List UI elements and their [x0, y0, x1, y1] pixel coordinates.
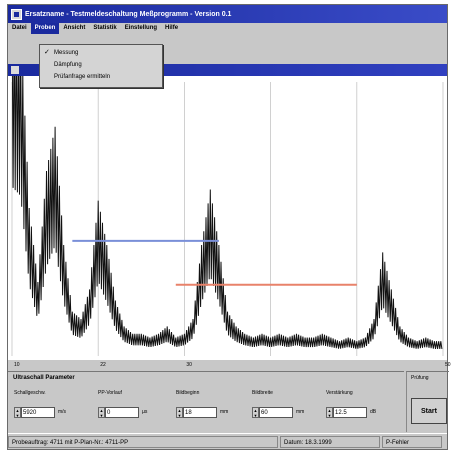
param-verstaerkung: Verstärkung ▲ ▼ 12.5 dB	[326, 390, 396, 428]
dropdown-item-label: Messung	[54, 50, 79, 56]
checkmark-icon: ✓	[44, 49, 50, 56]
dropdown-item-label: Dämpfung	[54, 62, 82, 68]
param-unit: dB	[370, 409, 377, 415]
spinner-control[interactable]: ▲ ▼	[14, 406, 21, 418]
menu-hilfe[interactable]: Hilfe	[165, 25, 179, 31]
param-bildbreite: Bildbreite ▲ ▼ 60 mm	[252, 390, 322, 428]
param-pp-vorlauf: PP-Vorlauf ▲ ▼ 0 µs	[98, 390, 168, 428]
spinner-control[interactable]: ▲ ▼	[252, 406, 259, 418]
bildbeginn-input[interactable]: 18	[183, 406, 217, 418]
param-label: PP-Vorlauf	[98, 390, 122, 396]
dropdown-item-pruefanfrage[interactable]: Prüfanfrage ermitteln	[40, 71, 162, 83]
menu-proben[interactable]: Proben	[30, 23, 60, 34]
spinner-control[interactable]: ▲ ▼	[176, 406, 183, 418]
dropdown-item-messung[interactable]: ✓ Messung	[40, 47, 162, 59]
param-unit: m/s	[58, 409, 67, 415]
status-date: Datum: 18.3.1999	[280, 436, 380, 448]
param-unit: mm	[220, 409, 229, 415]
window-title: Ersatzname - Testmeldeschaltung Meßprogr…	[25, 10, 232, 18]
menu-bar: Datei Proben Ansicht Statistik Einstellu…	[8, 23, 447, 34]
app-window: Ersatzname - Testmeldeschaltung Meßprogr…	[7, 4, 451, 450]
status-bar: Probeauftrag: 4711 mit P-Plan-Nr.: 4711-…	[8, 433, 447, 450]
menu-ansicht[interactable]: Ansicht	[63, 25, 86, 31]
spinner-control[interactable]: ▲ ▼	[326, 406, 333, 418]
signal-chart	[11, 76, 444, 356]
status-pfehler: P-Fehler	[382, 436, 442, 448]
parameter-panel: Ultraschall Parameter Schallgeschw. ▲ ▼ 5…	[8, 371, 404, 432]
param-label: Bildbeginn	[176, 390, 200, 396]
x-axis-labels: 10 22 30 50	[8, 362, 451, 370]
pruefung-label: Prüfung	[411, 375, 429, 381]
menu-einstellung[interactable]: Einstellung	[124, 25, 158, 31]
param-schallgeschw: Schallgeschw. ▲ ▼ 5920 m/s	[14, 390, 84, 428]
param-unit: mm	[296, 409, 305, 415]
start-button[interactable]: Start	[411, 398, 447, 424]
menu-statistik[interactable]: Statistik	[93, 25, 117, 31]
pruefung-panel: Prüfung Start	[406, 371, 449, 432]
x-tick-label: 22	[100, 362, 106, 368]
dropdown-item-label: Prüfanfrage ermitteln	[54, 74, 111, 80]
param-bildbeginn: Bildbeginn ▲ ▼ 18 mm	[176, 390, 246, 428]
param-label: Bildbreite	[252, 390, 273, 396]
title-bar[interactable]: Ersatzname - Testmeldeschaltung Meßprogr…	[8, 5, 447, 23]
proben-dropdown: ✓ Messung Dämpfung Prüfanfrage ermitteln	[39, 44, 163, 88]
param-unit: µs	[142, 409, 148, 415]
app-icon	[11, 8, 22, 20]
verstaerkung-input[interactable]: 12.5	[333, 406, 367, 418]
menu-datei[interactable]: Datei	[12, 25, 27, 31]
param-label: Schallgeschw.	[14, 390, 46, 396]
x-tick-label: 50	[445, 362, 451, 368]
schallgeschw-input[interactable]: 5920	[21, 406, 55, 418]
param-label: Verstärkung	[326, 390, 353, 396]
signal-plot	[8, 76, 447, 360]
x-tick-label: 30	[186, 362, 192, 368]
status-probeauftrag: Probeauftrag: 4711 mit P-Plan-Nr.: 4711-…	[8, 436, 278, 448]
pp-vorlauf-input[interactable]: 0	[105, 406, 139, 418]
child-window-icon	[11, 66, 19, 74]
signal-series-0	[11, 76, 443, 349]
dropdown-item-daempfung[interactable]: Dämpfung	[40, 59, 162, 71]
spinner-control[interactable]: ▲ ▼	[98, 406, 105, 418]
x-tick-label: 10	[14, 362, 20, 368]
parameter-panel-title: Ultraschall Parameter	[13, 375, 75, 381]
bildbreite-input[interactable]: 60	[259, 406, 293, 418]
